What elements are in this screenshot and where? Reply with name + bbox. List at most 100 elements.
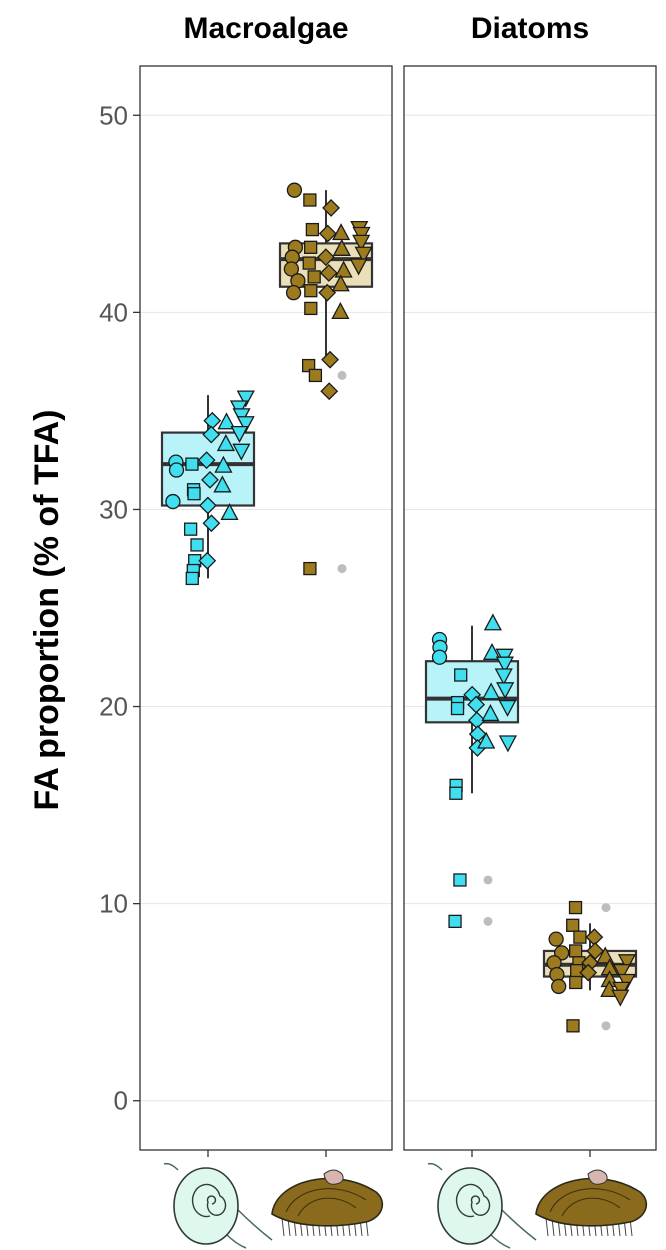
data-points	[165, 182, 637, 1033]
mussel-ridge	[297, 1197, 357, 1217]
point-triangle-up	[332, 238, 351, 256]
point-square	[573, 930, 587, 944]
facet-title-macroalgae: Macroalgae	[183, 12, 348, 45]
point-triangle-up	[331, 274, 350, 292]
point-triangle-up	[331, 301, 350, 320]
point-square	[566, 918, 580, 932]
point-square	[448, 914, 462, 929]
mussel-cilia	[281, 1217, 285, 1237]
y-axis-label: FA proportion (% of TFA)	[28, 410, 66, 811]
snail-icon	[427, 1162, 537, 1249]
point-circle	[551, 978, 567, 995]
point-square	[190, 538, 204, 552]
box-outlier	[337, 370, 347, 380]
y-tick-label: 30	[99, 494, 128, 524]
snail-spiral	[191, 1183, 227, 1218]
point-square	[566, 1019, 580, 1033]
point-square	[568, 900, 583, 915]
snail-shell	[437, 1167, 503, 1245]
point-triangle-up	[220, 503, 239, 521]
point-diamond	[321, 350, 339, 369]
point-circle	[283, 261, 300, 277]
point-diamond	[198, 496, 217, 515]
point-triangle-up	[481, 704, 500, 722]
point-triangle-down	[496, 682, 515, 700]
point-triangle-down	[611, 989, 630, 1007]
point-triangle-down	[498, 735, 517, 753]
y-tick-label: 20	[99, 692, 128, 722]
snail-shell	[173, 1167, 239, 1245]
mussel-shell	[271, 1177, 384, 1227]
point-circle	[431, 649, 448, 665]
boxplots	[160, 190, 638, 1031]
point-triangle-down	[349, 258, 368, 276]
mussel-ridge	[285, 1188, 367, 1213]
point-triangle-up	[334, 260, 353, 278]
snail-tentacle	[499, 1207, 537, 1241]
point-triangle-up	[214, 455, 233, 473]
point-triangle-down	[236, 416, 255, 434]
point-triangle-down	[494, 668, 513, 686]
point-triangle-up	[217, 412, 236, 430]
point-diamond	[585, 928, 604, 947]
point-triangle-down	[354, 246, 373, 264]
snail-foot	[225, 1233, 247, 1249]
panel-frame	[139, 65, 393, 1151]
x-axis-icons	[163, 1162, 648, 1249]
mussel-ridge	[549, 1188, 631, 1213]
point-triangle-up	[216, 434, 235, 452]
point-triangle-up	[477, 731, 496, 749]
point-triangle-down	[236, 390, 255, 408]
point-triangle-down	[617, 954, 637, 972]
mussel-umbo	[587, 1169, 608, 1185]
y-tick-label: 40	[99, 297, 128, 327]
point-diamond	[579, 963, 598, 982]
point-triangle-up	[483, 613, 502, 631]
snail-icon	[163, 1162, 273, 1249]
gridlines	[140, 114, 656, 1102]
mussel-icon	[271, 1169, 384, 1237]
point-triangle-up	[482, 682, 501, 700]
point-square	[187, 487, 201, 501]
point-triangle-up	[332, 223, 351, 241]
point-square	[303, 193, 317, 207]
box-outlier	[601, 1021, 611, 1031]
panel-frame	[403, 65, 657, 1151]
box-outlier	[601, 903, 611, 913]
facet-title-diatoms: Diatoms	[471, 12, 589, 45]
point-square	[304, 284, 318, 298]
point-square	[303, 240, 318, 254]
point-square	[303, 561, 317, 576]
point-diamond	[318, 224, 337, 243]
point-diamond	[320, 382, 339, 401]
point-diamond	[316, 248, 335, 267]
point-square	[570, 963, 584, 978]
point-diamond	[198, 551, 217, 570]
point-triangle-down	[232, 443, 251, 461]
point-triangle-down	[230, 425, 249, 443]
panel-frames	[139, 65, 657, 1157]
point-circle	[286, 182, 303, 198]
point-circle	[165, 493, 181, 510]
point-diamond	[203, 411, 222, 430]
point-square	[301, 358, 316, 373]
point-square	[569, 975, 583, 990]
point-circle	[548, 931, 564, 947]
point-square	[307, 270, 321, 284]
point-circle	[285, 285, 302, 301]
point-square	[185, 571, 199, 586]
point-square	[183, 522, 198, 536]
snail-spiral	[455, 1183, 491, 1218]
point-square	[454, 668, 468, 682]
box-outlier	[337, 564, 347, 574]
point-diamond	[322, 198, 340, 217]
point-diamond	[202, 514, 221, 533]
y-tick-label: 10	[99, 889, 128, 919]
snail-foot	[489, 1233, 511, 1249]
point-triangle-down	[352, 234, 371, 252]
point-square	[449, 786, 463, 800]
point-circle	[168, 462, 185, 478]
point-square	[305, 222, 320, 237]
point-square	[302, 256, 316, 270]
